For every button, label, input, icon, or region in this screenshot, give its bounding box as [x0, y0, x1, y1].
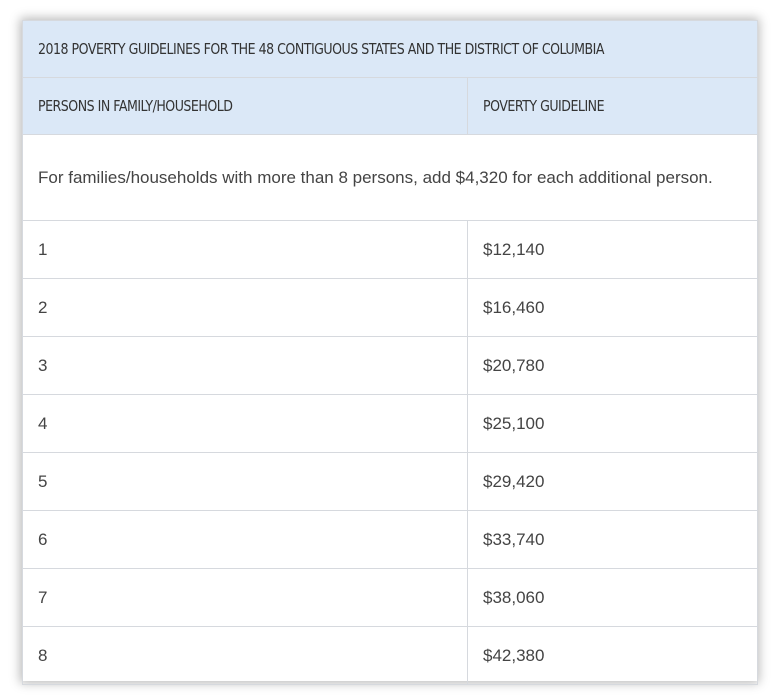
guideline-cell: $38,060 [467, 568, 758, 627]
table-row: 6 $33,740 [22, 510, 758, 569]
note-row: For families/households with more than 8… [22, 134, 758, 221]
persons-cell: 1 [22, 220, 468, 279]
table-title: 2018 POVERTY GUIDELINES FOR THE 48 CONTI… [22, 20, 758, 78]
guideline-cell: $33,740 [467, 510, 758, 569]
table-row: 3 $20,780 [22, 336, 758, 395]
table-row: 2 $16,460 [22, 278, 758, 337]
table-row: 7 $38,060 [22, 568, 758, 627]
persons-cell: 2 [22, 278, 468, 337]
table-row: 8 $42,380 [22, 626, 758, 685]
persons-cell: 8 [22, 626, 468, 685]
poverty-guidelines-table: 2018 POVERTY GUIDELINES FOR THE 48 CONTI… [22, 20, 758, 685]
table-row: 5 $29,420 [22, 452, 758, 511]
persons-cell: 5 [22, 452, 468, 511]
table-note: For families/households with more than 8… [22, 134, 758, 221]
guideline-cell: $29,420 [467, 452, 758, 511]
table-row: 4 $25,100 [22, 394, 758, 453]
poverty-guidelines-card: 2018 POVERTY GUIDELINES FOR THE 48 CONTI… [22, 20, 758, 685]
guideline-cell: $12,140 [467, 220, 758, 279]
header-persons: PERSONS IN FAMILY/HOUSEHOLD [22, 77, 468, 135]
table-title-row: 2018 POVERTY GUIDELINES FOR THE 48 CONTI… [22, 20, 758, 78]
guideline-cell: $16,460 [467, 278, 758, 337]
persons-cell: 3 [22, 336, 468, 395]
table-row: 1 $12,140 [22, 220, 758, 279]
guideline-cell: $20,780 [467, 336, 758, 395]
persons-cell: 4 [22, 394, 468, 453]
guideline-cell: $25,100 [467, 394, 758, 453]
table-header-row: PERSONS IN FAMILY/HOUSEHOLD POVERTY GUID… [22, 77, 758, 135]
header-guideline: POVERTY GUIDELINE [467, 77, 758, 135]
persons-cell: 7 [22, 568, 468, 627]
persons-cell: 6 [22, 510, 468, 569]
guideline-cell: $42,380 [467, 626, 758, 685]
